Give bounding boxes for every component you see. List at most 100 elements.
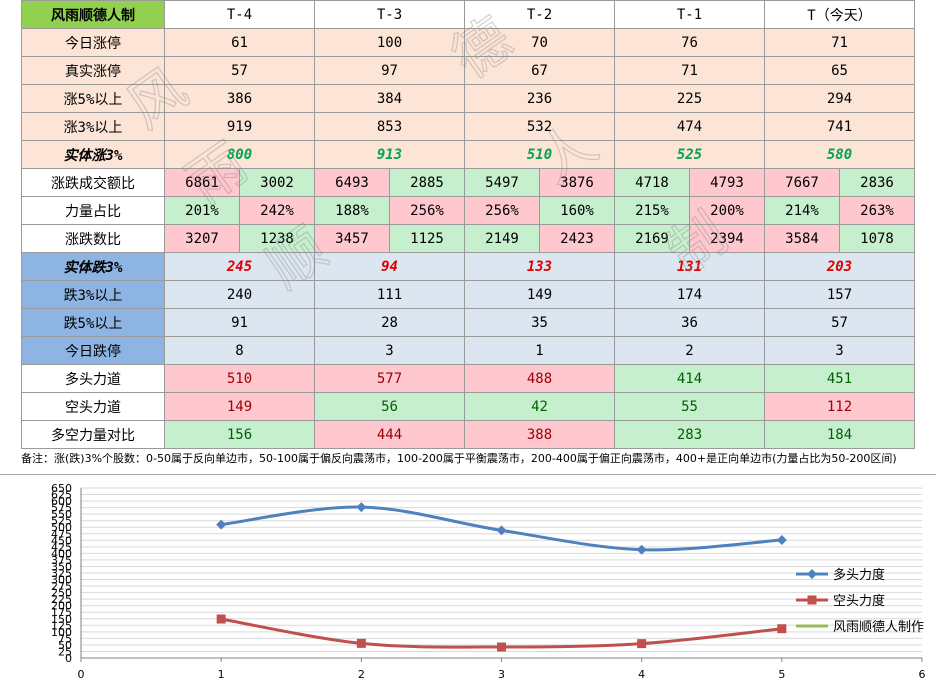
value-cell[interactable]: 184 bbox=[764, 420, 915, 449]
value-cell[interactable]: 214% bbox=[764, 196, 840, 225]
column-header-t0[interactable]: T-4 bbox=[164, 0, 315, 29]
value-cell[interactable]: 294 bbox=[764, 84, 915, 113]
value-cell[interactable]: 3002 bbox=[239, 168, 315, 197]
value-cell[interactable]: 1 bbox=[464, 336, 615, 365]
value-cell[interactable]: 2149 bbox=[464, 224, 540, 253]
value-cell[interactable]: 525 bbox=[614, 140, 765, 169]
value-cell[interactable]: 8 bbox=[164, 336, 315, 365]
value-cell[interactable]: 42 bbox=[464, 392, 615, 421]
value-cell[interactable]: 240 bbox=[164, 280, 315, 309]
value-cell[interactable]: 131 bbox=[614, 252, 765, 281]
row-label[interactable]: 涨5%以上 bbox=[21, 84, 165, 113]
value-cell[interactable]: 28 bbox=[314, 308, 465, 337]
row-label[interactable]: 多空力量对比 bbox=[21, 420, 165, 449]
value-cell[interactable]: 71 bbox=[614, 56, 765, 85]
value-cell[interactable]: 36 bbox=[614, 308, 765, 337]
value-cell[interactable]: 3 bbox=[314, 336, 465, 365]
value-cell[interactable]: 5497 bbox=[464, 168, 540, 197]
value-cell[interactable]: 256% bbox=[389, 196, 465, 225]
value-cell[interactable]: 160% bbox=[539, 196, 615, 225]
value-cell[interactable]: 2423 bbox=[539, 224, 615, 253]
value-cell[interactable]: 384 bbox=[314, 84, 465, 113]
value-cell[interactable]: 156 bbox=[164, 420, 315, 449]
row-label[interactable]: 多头力道 bbox=[21, 364, 165, 393]
value-cell[interactable]: 913 bbox=[314, 140, 465, 169]
value-cell[interactable]: 2 bbox=[614, 336, 765, 365]
value-cell[interactable]: 386 bbox=[164, 84, 315, 113]
value-cell[interactable]: 94 bbox=[314, 252, 465, 281]
row-label[interactable]: 涨3%以上 bbox=[21, 112, 165, 141]
row-label[interactable]: 跌5%以上 bbox=[21, 308, 165, 337]
row-label[interactable]: 今日涨停 bbox=[21, 28, 165, 57]
row-label[interactable]: 力量占比 bbox=[21, 196, 165, 225]
value-cell[interactable]: 414 bbox=[614, 364, 765, 393]
value-cell[interactable]: 200% bbox=[689, 196, 765, 225]
value-cell[interactable]: 451 bbox=[764, 364, 915, 393]
value-cell[interactable]: 256% bbox=[464, 196, 540, 225]
column-header-t2[interactable]: T-2 bbox=[464, 0, 615, 29]
value-cell[interactable]: 1078 bbox=[839, 224, 915, 253]
value-cell[interactable]: 65 bbox=[764, 56, 915, 85]
value-cell[interactable]: 56 bbox=[314, 392, 465, 421]
value-cell[interactable]: 7667 bbox=[764, 168, 840, 197]
value-cell[interactable]: 2885 bbox=[389, 168, 465, 197]
value-cell[interactable]: 6861 bbox=[164, 168, 240, 197]
value-cell[interactable]: 3 bbox=[764, 336, 915, 365]
value-cell[interactable]: 6493 bbox=[314, 168, 390, 197]
value-cell[interactable]: 1238 bbox=[239, 224, 315, 253]
value-cell[interactable]: 532 bbox=[464, 112, 615, 141]
column-header-t3[interactable]: T-1 bbox=[614, 0, 765, 29]
value-cell[interactable]: 97 bbox=[314, 56, 465, 85]
table-title-cell[interactable]: 风雨顺德人制 bbox=[21, 0, 165, 29]
row-label[interactable]: 实体涨3% bbox=[21, 140, 165, 169]
row-label[interactable]: 空头力道 bbox=[21, 392, 165, 421]
value-cell[interactable]: 242% bbox=[239, 196, 315, 225]
value-cell[interactable]: 853 bbox=[314, 112, 465, 141]
value-cell[interactable]: 3457 bbox=[314, 224, 390, 253]
value-cell[interactable]: 203 bbox=[764, 252, 915, 281]
value-cell[interactable]: 3876 bbox=[539, 168, 615, 197]
value-cell[interactable]: 388 bbox=[464, 420, 615, 449]
value-cell[interactable]: 4793 bbox=[689, 168, 765, 197]
value-cell[interactable]: 2836 bbox=[839, 168, 915, 197]
value-cell[interactable]: 149 bbox=[164, 392, 315, 421]
value-cell[interactable]: 263% bbox=[839, 196, 915, 225]
value-cell[interactable]: 149 bbox=[464, 280, 615, 309]
value-cell[interactable]: 2169 bbox=[614, 224, 690, 253]
value-cell[interactable]: 67 bbox=[464, 56, 615, 85]
row-label[interactable]: 实体跌3% bbox=[21, 252, 165, 281]
value-cell[interactable]: 444 bbox=[314, 420, 465, 449]
value-cell[interactable]: 111 bbox=[314, 280, 465, 309]
value-cell[interactable]: 55 bbox=[614, 392, 765, 421]
value-cell[interactable]: 100 bbox=[314, 28, 465, 57]
value-cell[interactable]: 201% bbox=[164, 196, 240, 225]
value-cell[interactable]: 57 bbox=[764, 308, 915, 337]
value-cell[interactable]: 174 bbox=[614, 280, 765, 309]
value-cell[interactable]: 35 bbox=[464, 308, 615, 337]
value-cell[interactable]: 474 bbox=[614, 112, 765, 141]
value-cell[interactable]: 741 bbox=[764, 112, 915, 141]
value-cell[interactable]: 157 bbox=[764, 280, 915, 309]
value-cell[interactable]: 800 bbox=[164, 140, 315, 169]
value-cell[interactable]: 510 bbox=[464, 140, 615, 169]
value-cell[interactable]: 488 bbox=[464, 364, 615, 393]
value-cell[interactable]: 188% bbox=[314, 196, 390, 225]
value-cell[interactable]: 577 bbox=[314, 364, 465, 393]
value-cell[interactable]: 215% bbox=[614, 196, 690, 225]
value-cell[interactable]: 61 bbox=[164, 28, 315, 57]
row-label[interactable]: 跌3%以上 bbox=[21, 280, 165, 309]
row-label[interactable]: 涨跌数比 bbox=[21, 224, 165, 253]
value-cell[interactable]: 236 bbox=[464, 84, 615, 113]
value-cell[interactable]: 3584 bbox=[764, 224, 840, 253]
value-cell[interactable]: 919 bbox=[164, 112, 315, 141]
row-label[interactable]: 涨跌成交额比 bbox=[21, 168, 165, 197]
column-header-t4[interactable]: T（今天） bbox=[764, 0, 915, 29]
value-cell[interactable]: 1125 bbox=[389, 224, 465, 253]
value-cell[interactable]: 510 bbox=[164, 364, 315, 393]
value-cell[interactable]: 71 bbox=[764, 28, 915, 57]
value-cell[interactable]: 3207 bbox=[164, 224, 240, 253]
value-cell[interactable]: 2394 bbox=[689, 224, 765, 253]
value-cell[interactable]: 283 bbox=[614, 420, 765, 449]
value-cell[interactable]: 76 bbox=[614, 28, 765, 57]
value-cell[interactable]: 580 bbox=[764, 140, 915, 169]
